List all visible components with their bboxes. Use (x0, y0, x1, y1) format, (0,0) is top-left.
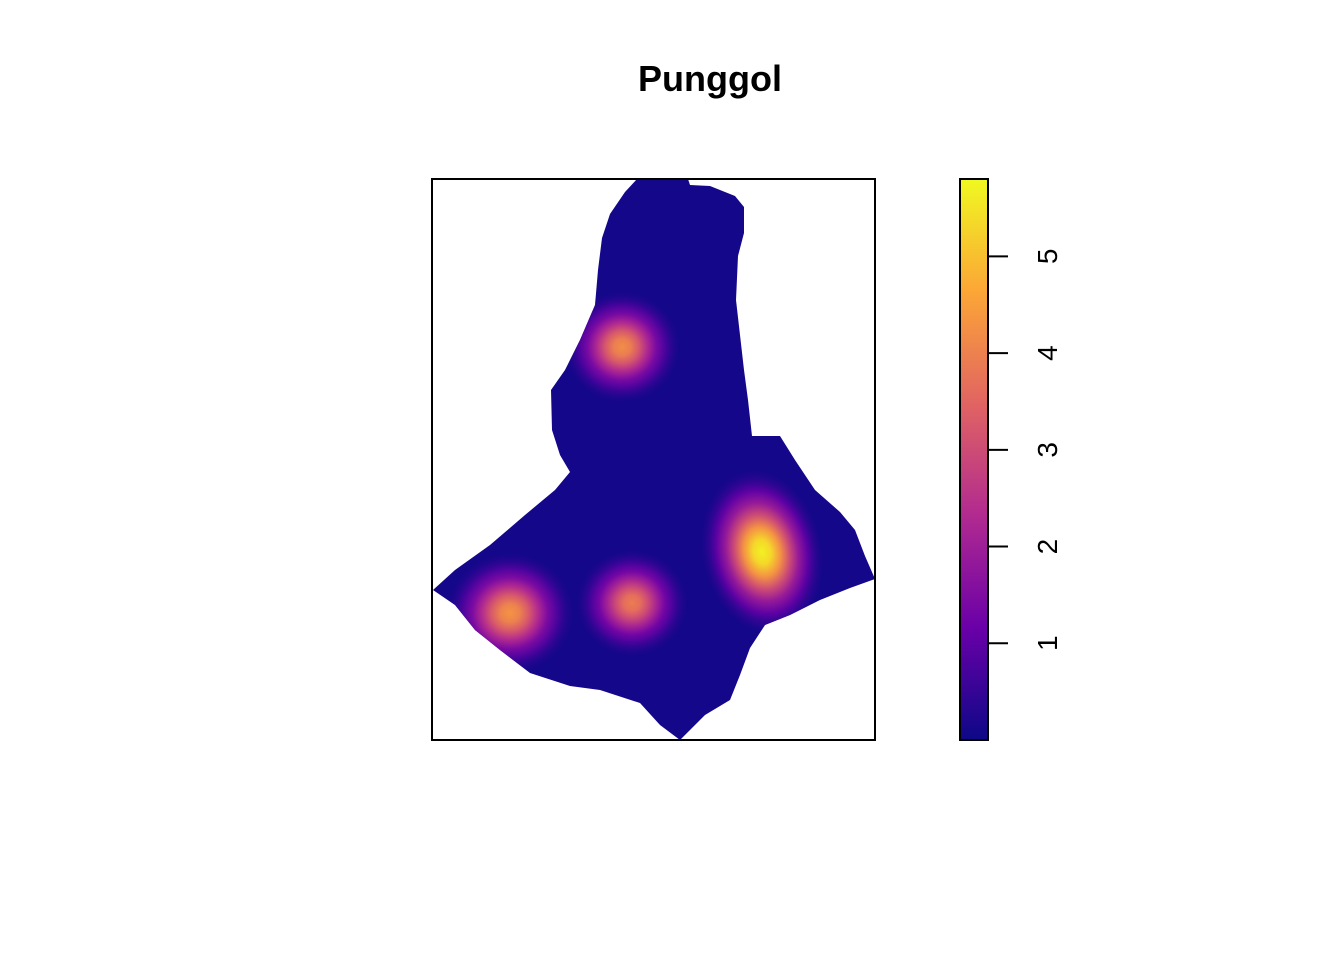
hotspots-layer (446, 291, 823, 673)
colorbar-tick-label: 2 (1032, 539, 1063, 555)
hotspot-east (701, 470, 823, 634)
colorbar-tick-label: 4 (1032, 345, 1063, 361)
colorbar-tick-label: 3 (1032, 442, 1063, 458)
region-polygon (433, 179, 875, 740)
density-region (433, 179, 875, 740)
colorbar-ticks: 1 2 3 4 5 (988, 249, 1063, 651)
hotspot-south-west (446, 553, 574, 673)
hotspot-south-central (576, 550, 688, 656)
hotspot-north (564, 291, 680, 403)
colorbar-legend: 1 2 3 4 5 (959, 178, 1063, 741)
colorbar-tick-label: 1 (1032, 635, 1063, 651)
plot-frame (431, 178, 876, 741)
chart-title: Punggol (638, 58, 782, 99)
colorbar-tick-label: 5 (1032, 249, 1063, 265)
colorbar (959, 178, 989, 741)
